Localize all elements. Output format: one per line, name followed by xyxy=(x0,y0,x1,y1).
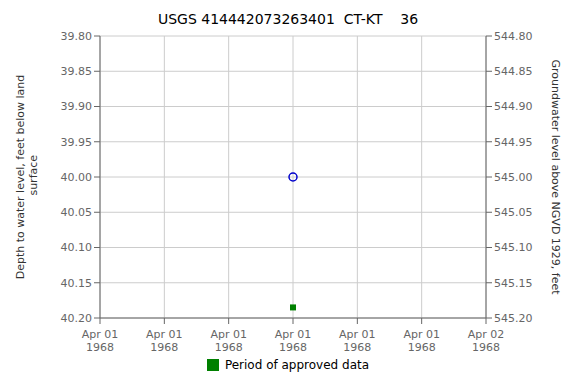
svg-text:Groundwater level above NGVD 1: Groundwater level above NGVD 1929, feet xyxy=(549,59,562,295)
svg-text:Apr 011968: Apr 011968 xyxy=(275,328,312,354)
svg-text:Depth to water level, feet bel: Depth to water level, feet below land su… xyxy=(14,75,40,280)
html-text:USGS 414442073263401 CT-KT 36: USGS 414442073263401 CT-KT 36 xyxy=(157,11,419,27)
svg-text:Apr 011968: Apr 011968 xyxy=(146,328,183,354)
svg-text:39.85: 39.85 xyxy=(61,65,93,78)
svg-text:545.10: 545.10 xyxy=(494,241,533,254)
svg-text:Apr 021968: Apr 021968 xyxy=(468,328,505,354)
svg-text:544.80: 544.80 xyxy=(494,30,533,43)
svg-text:39.95: 39.95 xyxy=(61,136,93,149)
svg-text:Apr 011968: Apr 011968 xyxy=(82,328,119,354)
svg-text:39.80: 39.80 xyxy=(61,30,93,43)
svg-text:544.85: 544.85 xyxy=(494,65,533,78)
svg-text:40.15: 40.15 xyxy=(61,277,93,290)
svg-text:544.95: 544.95 xyxy=(494,136,533,149)
svg-text:545.15: 545.15 xyxy=(494,277,533,290)
svg-text:545.20: 545.20 xyxy=(494,312,533,325)
svg-text:Apr 011968: Apr 011968 xyxy=(339,328,376,354)
svg-text:Apr 011968: Apr 011968 xyxy=(403,328,440,354)
svg-text:40.00: 40.00 xyxy=(61,171,93,184)
svg-text:40.10: 40.10 xyxy=(61,241,93,254)
svg-text:40.20: 40.20 xyxy=(61,312,93,325)
svg-text:39.90: 39.90 xyxy=(61,100,93,113)
svg-text:Apr 011968: Apr 011968 xyxy=(210,328,247,354)
svg-text:545.05: 545.05 xyxy=(494,206,533,219)
svg-text:40.05: 40.05 xyxy=(61,206,93,219)
html-text:Period of approved data: Period of approved data xyxy=(224,358,370,372)
svg-text:544.90: 544.90 xyxy=(494,100,533,113)
svg-text:545.00: 545.00 xyxy=(494,171,533,184)
